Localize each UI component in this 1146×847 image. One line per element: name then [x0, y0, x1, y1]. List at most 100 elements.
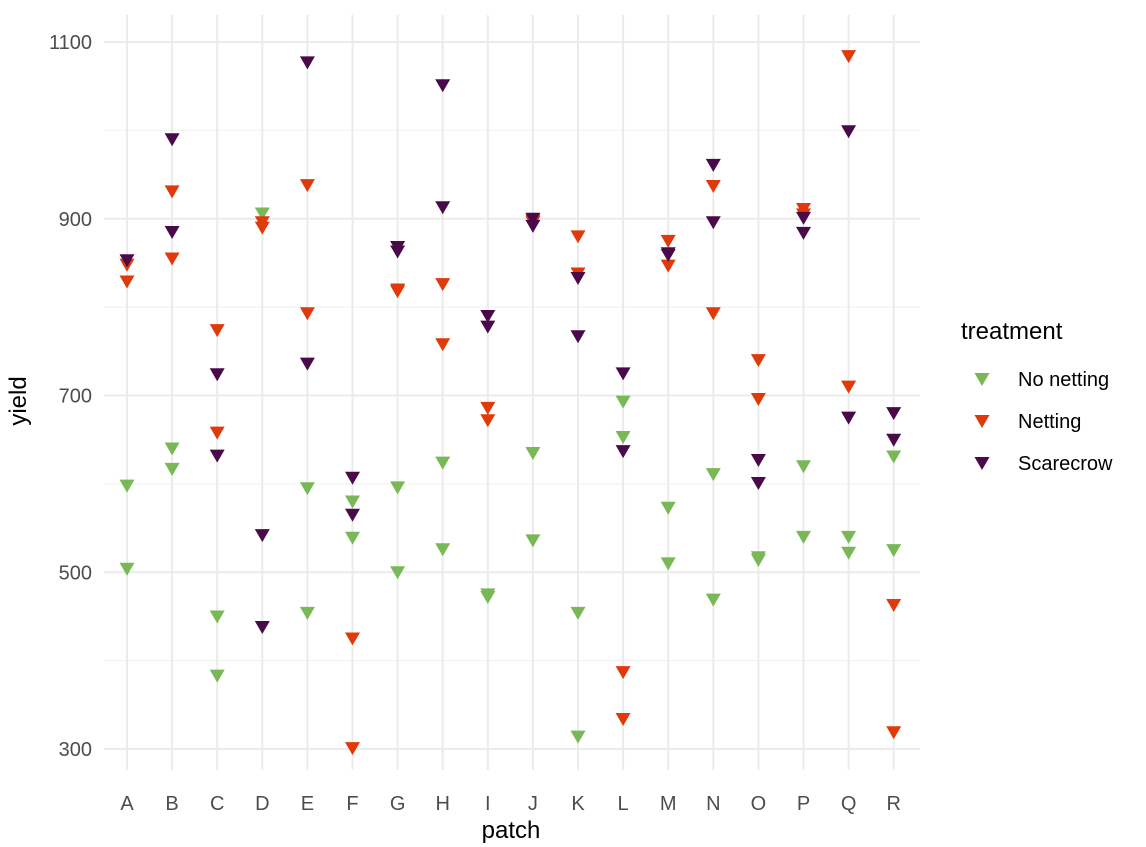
point-netting	[705, 180, 721, 194]
legend-marker-no-netting	[974, 373, 990, 386]
point-scarecrow	[796, 211, 811, 225]
point-netting	[886, 598, 902, 612]
point-no-netting	[299, 606, 315, 620]
point-scarecrow	[209, 449, 225, 463]
point-scarecrow	[164, 133, 180, 147]
y-axis-ticks: 300 500 700 900 1100	[49, 32, 92, 761]
point-scarecrow	[480, 320, 496, 334]
point-netting	[480, 401, 496, 415]
point-no-netting	[525, 534, 541, 548]
point-no-netting	[570, 606, 586, 620]
legend-items: No netting Netting Scarecrow	[974, 369, 1113, 475]
point-netting	[841, 50, 857, 64]
x-tick-label: F	[346, 793, 358, 815]
point-no-netting	[705, 593, 721, 607]
point-no-netting	[480, 590, 496, 604]
x-tick-label: D	[255, 793, 269, 815]
point-no-netting	[435, 456, 451, 470]
point-netting	[164, 185, 180, 199]
point-netting	[480, 414, 496, 428]
x-tick-label: C	[210, 793, 224, 815]
point-no-netting	[615, 431, 631, 445]
point-no-netting	[209, 669, 225, 683]
point-no-netting	[570, 730, 586, 744]
point-no-netting	[299, 482, 315, 496]
point-no-netting	[254, 207, 270, 221]
point-netting	[750, 393, 766, 407]
y-tick-label: 300	[59, 739, 92, 761]
point-no-netting	[525, 446, 541, 460]
point-no-netting	[119, 562, 135, 576]
point-no-netting	[705, 468, 721, 482]
point-no-netting	[390, 481, 406, 495]
point-no-netting	[390, 566, 406, 580]
point-netting	[435, 278, 451, 292]
x-tick-label: M	[660, 793, 677, 815]
point-no-netting	[660, 557, 676, 571]
point-scarecrow	[345, 508, 360, 522]
point-scarecrow	[750, 476, 766, 490]
point-scarecrow	[750, 454, 766, 468]
point-scarecrow	[435, 79, 451, 93]
point-scarecrow	[796, 226, 811, 240]
point-netting	[841, 380, 857, 394]
point-scarecrow	[570, 330, 586, 344]
x-tick-label: G	[390, 793, 406, 815]
point-no-netting	[345, 495, 360, 509]
point-netting	[299, 179, 315, 193]
point-scarecrow	[525, 219, 541, 233]
x-tick-label: B	[165, 793, 178, 815]
legend-label-netting: Netting	[1018, 411, 1081, 433]
point-netting	[660, 234, 676, 248]
legend-label-scarecrow: Scarecrow	[1018, 453, 1113, 475]
point-netting	[299, 307, 315, 321]
point-scarecrow	[119, 254, 135, 268]
point-scarecrow	[390, 245, 406, 259]
point-scarecrow	[254, 621, 270, 635]
point-netting	[615, 712, 631, 726]
point-netting	[750, 354, 766, 368]
point-scarecrow	[209, 368, 225, 382]
point-netting	[435, 338, 451, 352]
point-scarecrow	[480, 309, 496, 323]
x-tick-label: J	[528, 793, 538, 815]
y-axis-title: yield	[5, 376, 32, 425]
x-axis-title: patch	[482, 817, 541, 844]
legend-marker-scarecrow	[974, 457, 990, 470]
point-netting	[254, 221, 270, 235]
y-tick-label: 500	[59, 562, 92, 584]
point-scarecrow	[299, 56, 315, 70]
point-no-netting	[660, 501, 676, 515]
x-tick-label: E	[301, 793, 314, 815]
point-scarecrow	[570, 271, 586, 285]
point-netting	[570, 230, 586, 244]
point-scarecrow	[525, 212, 541, 226]
point-netting	[705, 307, 721, 321]
point-netting	[660, 259, 676, 273]
point-scarecrow	[164, 226, 180, 240]
legend-marker-netting	[974, 415, 990, 428]
x-axis-ticks: A B C D E F G H I J K L M N O P Q R	[120, 793, 901, 815]
point-no-netting	[886, 450, 902, 464]
x-tick-label: Q	[841, 793, 857, 815]
point-netting	[390, 285, 406, 299]
y-tick-label: 700	[59, 386, 92, 408]
x-tick-label: O	[751, 793, 767, 815]
point-netting	[345, 742, 360, 756]
point-no-netting	[119, 479, 135, 493]
legend-title: treatment	[961, 318, 1063, 345]
point-netting	[209, 426, 225, 440]
point-scarecrow	[841, 125, 857, 139]
point-no-netting	[615, 395, 631, 409]
point-scarecrow	[615, 445, 631, 459]
point-no-netting	[886, 544, 902, 558]
point-netting	[119, 275, 135, 289]
x-tick-label: A	[120, 793, 134, 815]
x-tick-label: L	[618, 793, 629, 815]
point-scarecrow	[886, 407, 902, 421]
y-tick-label: 900	[59, 209, 92, 231]
point-scarecrow	[705, 216, 721, 230]
point-no-netting	[345, 531, 360, 545]
